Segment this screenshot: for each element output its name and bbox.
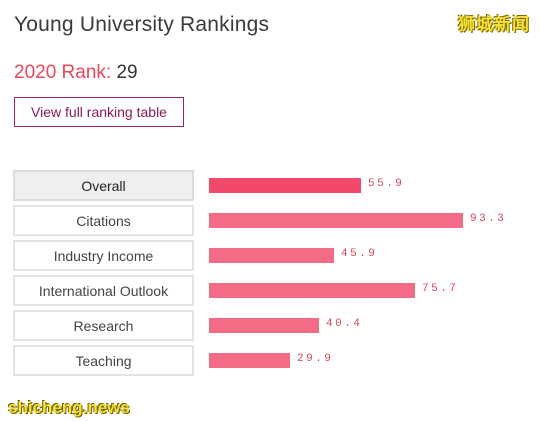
bar-value-citations: 93.3 [470,213,507,225]
bar-value-overall: 55.9 [368,178,405,190]
bar-international-outlook [209,283,415,298]
bar-value-research: 40.4 [326,318,363,330]
bar-value-industry-income: 45.9 [341,248,378,260]
bar-citations [209,213,463,228]
category-button-international-outlook[interactable]: International Outlook [13,275,194,306]
category-button-industry-income[interactable]: Industry Income [13,240,194,271]
bar-value-international-outlook: 75.7 [422,283,459,295]
bar-overall [209,178,361,193]
watermark-logo: 狮城新闻 [458,15,530,34]
bar-teaching [209,353,290,368]
rank-value: 29 [116,62,138,83]
category-button-overall[interactable]: Overall [13,170,194,201]
bar-industry-income [209,248,334,263]
view-full-ranking-button[interactable]: View full ranking table [14,97,184,127]
category-button-teaching[interactable]: Teaching [13,345,194,376]
rank-label: 2020 Rank: [14,62,112,83]
watermark-footer: shicheng.news [8,398,130,417]
category-button-research[interactable]: Research [13,310,194,341]
page-title: Young University Rankings [14,13,270,36]
rank-summary: 2020 Rank: 29 [14,62,138,84]
category-button-citations[interactable]: Citations [13,205,194,236]
bar-value-teaching: 29.9 [297,353,334,365]
bar-research [209,318,319,333]
